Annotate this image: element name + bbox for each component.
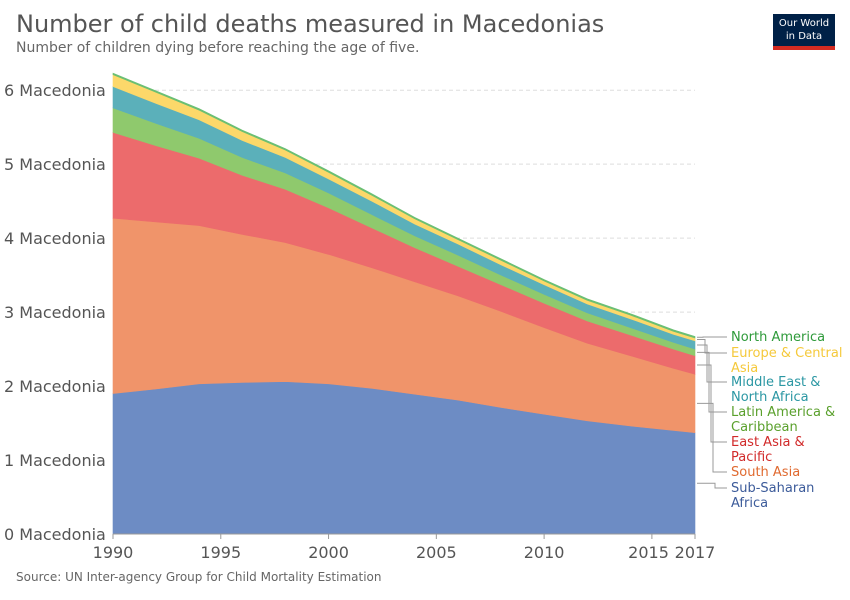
legend-connector	[697, 344, 727, 383]
area-series-group	[112, 72, 696, 535]
legend-label-line: Africa	[731, 496, 768, 511]
x-tick-label: 2015	[628, 543, 669, 562]
owid-logo[interactable]: Our World in Data	[773, 14, 835, 50]
y-tick-label: 3 Macedonia	[4, 303, 106, 322]
legend-label-line: North Africa	[731, 390, 809, 405]
legend-label-line: Asia	[731, 361, 758, 376]
legend-label-line: Sub-Saharan	[731, 481, 814, 496]
legend-label-line: Caribbean	[731, 420, 798, 435]
legend-label-line: Middle East &	[731, 375, 820, 390]
legend-connector	[697, 351, 727, 413]
legend-connector	[697, 339, 727, 354]
legend-label[interactable]: Middle East & North Africa	[731, 375, 820, 405]
legend-label[interactable]: Sub-Saharan Africa	[731, 481, 814, 511]
logo-line-2: in Data	[785, 31, 823, 42]
y-tick-label: 2 Macedonia	[4, 377, 106, 396]
legend-connector	[697, 482, 727, 489]
legend-label[interactable]: South Asia	[731, 465, 800, 480]
legend-label[interactable]: Latin America & Caribbean	[731, 405, 835, 435]
axis-group: 0 Macedonia 1 Macedonia 2 Macedonia 3 Maced…	[4, 81, 715, 562]
legend-label[interactable]: North America	[731, 330, 825, 345]
legend-label[interactable]: East Asia & Pacific	[731, 435, 805, 465]
legend-label-line: Pacific	[731, 450, 772, 465]
x-tick-label: 1995	[200, 543, 241, 562]
y-tick-label: 4 Macedonia	[4, 229, 106, 248]
legend-label[interactable]: Europe & Central Asia	[731, 346, 842, 376]
legend-label-line: East Asia &	[731, 435, 805, 450]
logo-line-1: Our World	[778, 18, 830, 29]
chart-subtitle: Number of children dying before reaching…	[16, 40, 420, 56]
legend-connector	[697, 402, 727, 473]
legend-label-line: Europe & Central	[731, 346, 842, 361]
x-tick-label: 2005	[416, 543, 457, 562]
x-tick-label: 1990	[93, 543, 134, 562]
x-tick-label: 2000	[308, 543, 349, 562]
x-tick-label: 2017	[675, 543, 716, 562]
y-tick-label: 5 Macedonia	[4, 155, 106, 174]
source-note: Source: UN Inter-agency Group for Child …	[16, 570, 382, 584]
chart-title: Number of child deaths measured in Maced…	[16, 10, 605, 38]
y-tick-label: 0 Macedonia	[4, 525, 106, 544]
area-series-6[interactable]	[112, 72, 696, 339]
y-tick-label: 6 Macedonia	[4, 81, 106, 100]
x-tick-label: 2010	[524, 543, 565, 562]
legend-label-line: Latin America &	[731, 405, 835, 420]
y-tick-label: 1 Macedonia	[4, 451, 106, 470]
